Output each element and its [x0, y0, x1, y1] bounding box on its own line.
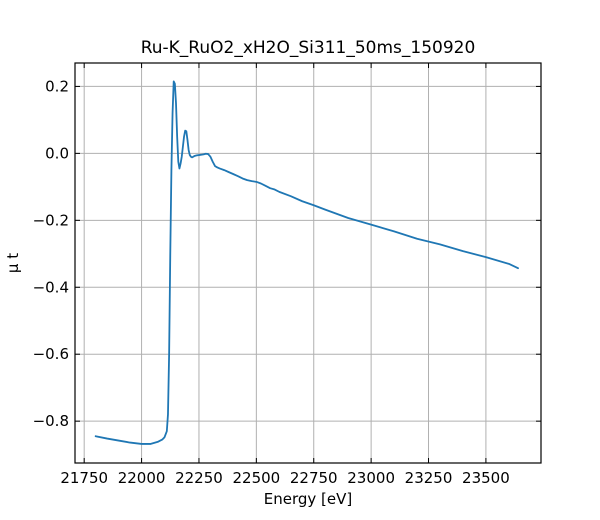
x-tick-label: 22250	[175, 469, 223, 487]
y-tick-label: −0.6	[33, 345, 69, 363]
y-axis-label: μ t	[4, 253, 22, 273]
y-tick-label: 0.0	[45, 144, 69, 162]
x-tick-label: 21750	[60, 469, 108, 487]
y-tick-label: 0.2	[45, 77, 69, 95]
series-layer	[94, 80, 519, 445]
x-tick-label: 22750	[290, 469, 338, 487]
y-tick-label: −0.8	[33, 412, 69, 430]
x-axis-label: Energy [eV]	[264, 490, 352, 508]
grid	[75, 63, 541, 463]
x-axis: 21750 22000 22250 22500 22750 23000 23250 23500	[60, 63, 510, 487]
plot-frame	[74, 62, 542, 464]
x-tick-label: 23500	[462, 469, 510, 487]
x-tick-label: 23250	[405, 469, 453, 487]
series-line	[94, 80, 519, 445]
y-tick-label: −0.2	[33, 211, 69, 229]
chart-title: Ru-K_RuO2_xH2O_Si311_50ms_150920	[141, 38, 476, 58]
x-tick-label: 22000	[118, 469, 166, 487]
x-tick-label: 22500	[232, 469, 280, 487]
x-tick-label: 23000	[347, 469, 395, 487]
y-tick-label: −0.4	[33, 278, 69, 296]
y-axis: −0.8 −0.6 −0.4 −0.2 0.0 0.2	[33, 77, 541, 430]
